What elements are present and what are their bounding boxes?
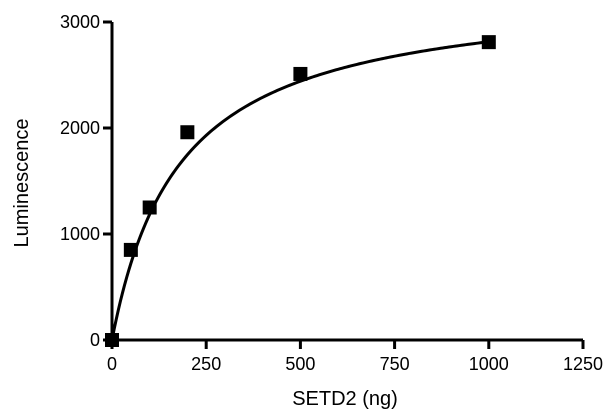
data-point-2 (142, 200, 157, 215)
data-point-1 (123, 242, 138, 257)
points-layer (105, 35, 496, 347)
data-point-5 (481, 35, 496, 50)
x-tick-label-500: 500 (285, 354, 315, 374)
x-tick-label-750: 750 (380, 354, 410, 374)
y-tick-label-3000: 3000 (60, 12, 100, 32)
data-point-4 (293, 66, 308, 81)
x-tick-label-1000: 1000 (469, 354, 509, 374)
x-tick-label-0: 0 (107, 354, 117, 374)
tick-labels: 0 250 500 750 1000 1250 0 1000 2000 3000 (60, 12, 603, 374)
ticks (103, 20, 585, 349)
fit-layer (110, 40, 489, 341)
x-tick-label-1250: 1250 (563, 354, 603, 374)
y-axis-title: Luminescence (11, 119, 33, 248)
fit-curve-0 (110, 40, 489, 341)
data-point-0 (105, 333, 119, 347)
axes (110, 22, 583, 342)
y-tick-label-1000: 1000 (60, 224, 100, 244)
y-tick-label-2000: 2000 (60, 118, 100, 138)
x-tick-label-250: 250 (191, 354, 221, 374)
data-point-3 (180, 125, 195, 140)
x-axis-title: SETD2 (ng) (292, 388, 398, 410)
y-tick-label-0: 0 (90, 330, 100, 350)
